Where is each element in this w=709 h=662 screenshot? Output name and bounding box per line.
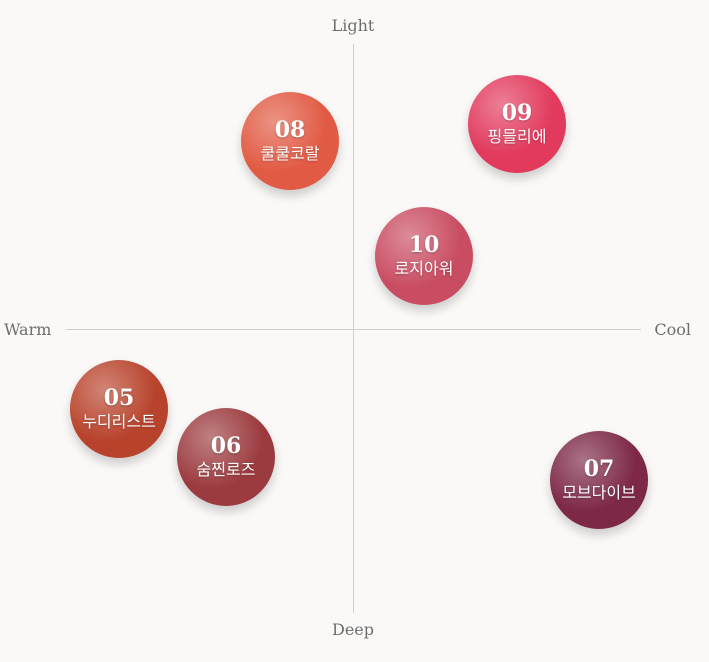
- shade-number: 08: [274, 117, 306, 143]
- axis-label-light: Light: [331, 16, 375, 35]
- shade-name: 핑믈리에: [487, 127, 547, 146]
- shade-name: 쿨쿨코랄: [260, 144, 320, 163]
- shade-number: 06: [210, 433, 242, 459]
- vertical-axis: [353, 44, 354, 613]
- shade-name: 로지아워: [394, 259, 454, 278]
- shade-number: 09: [501, 100, 533, 126]
- shade-07-swatch[interactable]: 07 모브다이브: [550, 431, 648, 529]
- axis-label-cool: Cool: [654, 320, 691, 339]
- axis-label-deep: Deep: [331, 620, 375, 639]
- shade-10-swatch[interactable]: 10 로지아워: [375, 207, 473, 305]
- shade-06-swatch[interactable]: 06 숨찐로즈: [177, 408, 275, 506]
- shade-number: 05: [103, 385, 135, 411]
- horizontal-axis: [66, 329, 641, 330]
- shade-name: 누디리스트: [82, 412, 156, 431]
- shade-number: 07: [583, 456, 615, 482]
- axis-label-warm: Warm: [4, 320, 52, 339]
- shade-number: 10: [408, 232, 440, 258]
- shade-05-swatch[interactable]: 05 누디리스트: [70, 360, 168, 458]
- shade-name: 숨찐로즈: [196, 460, 256, 479]
- shade-08-swatch[interactable]: 08 쿨쿨코랄: [241, 92, 339, 190]
- shade-name: 모브다이브: [562, 483, 636, 502]
- shade-09-swatch[interactable]: 09 핑믈리에: [468, 75, 566, 173]
